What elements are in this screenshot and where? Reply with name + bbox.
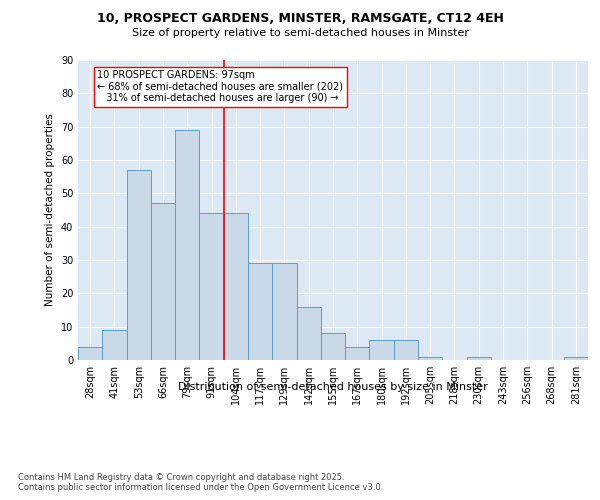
Text: Contains public sector information licensed under the Open Government Licence v3: Contains public sector information licen… [18, 484, 383, 492]
Text: 10 PROSPECT GARDENS: 97sqm
← 68% of semi-detached houses are smaller (202)
   31: 10 PROSPECT GARDENS: 97sqm ← 68% of semi… [97, 70, 343, 103]
Text: 10, PROSPECT GARDENS, MINSTER, RAMSGATE, CT12 4EH: 10, PROSPECT GARDENS, MINSTER, RAMSGATE,… [97, 12, 503, 26]
Bar [467, 356, 491, 360]
Bar [102, 330, 127, 360]
Bar [564, 356, 588, 360]
Text: Contains HM Land Registry data © Crown copyright and database right 2025.: Contains HM Land Registry data © Crown c… [18, 472, 344, 482]
Bar [127, 170, 151, 360]
Y-axis label: Number of semi-detached properties: Number of semi-detached properties [45, 114, 55, 306]
Bar [345, 346, 370, 360]
Bar [394, 340, 418, 360]
Bar [418, 356, 442, 360]
Bar [248, 264, 272, 360]
Bar [175, 130, 199, 360]
Text: Distribution of semi-detached houses by size in Minster: Distribution of semi-detached houses by … [178, 382, 488, 392]
Bar [224, 214, 248, 360]
Bar [78, 346, 102, 360]
Bar [272, 264, 296, 360]
Bar [151, 204, 175, 360]
Text: Size of property relative to semi-detached houses in Minster: Size of property relative to semi-detach… [131, 28, 469, 38]
Bar [199, 214, 224, 360]
Bar [321, 334, 345, 360]
Bar [296, 306, 321, 360]
Bar [370, 340, 394, 360]
